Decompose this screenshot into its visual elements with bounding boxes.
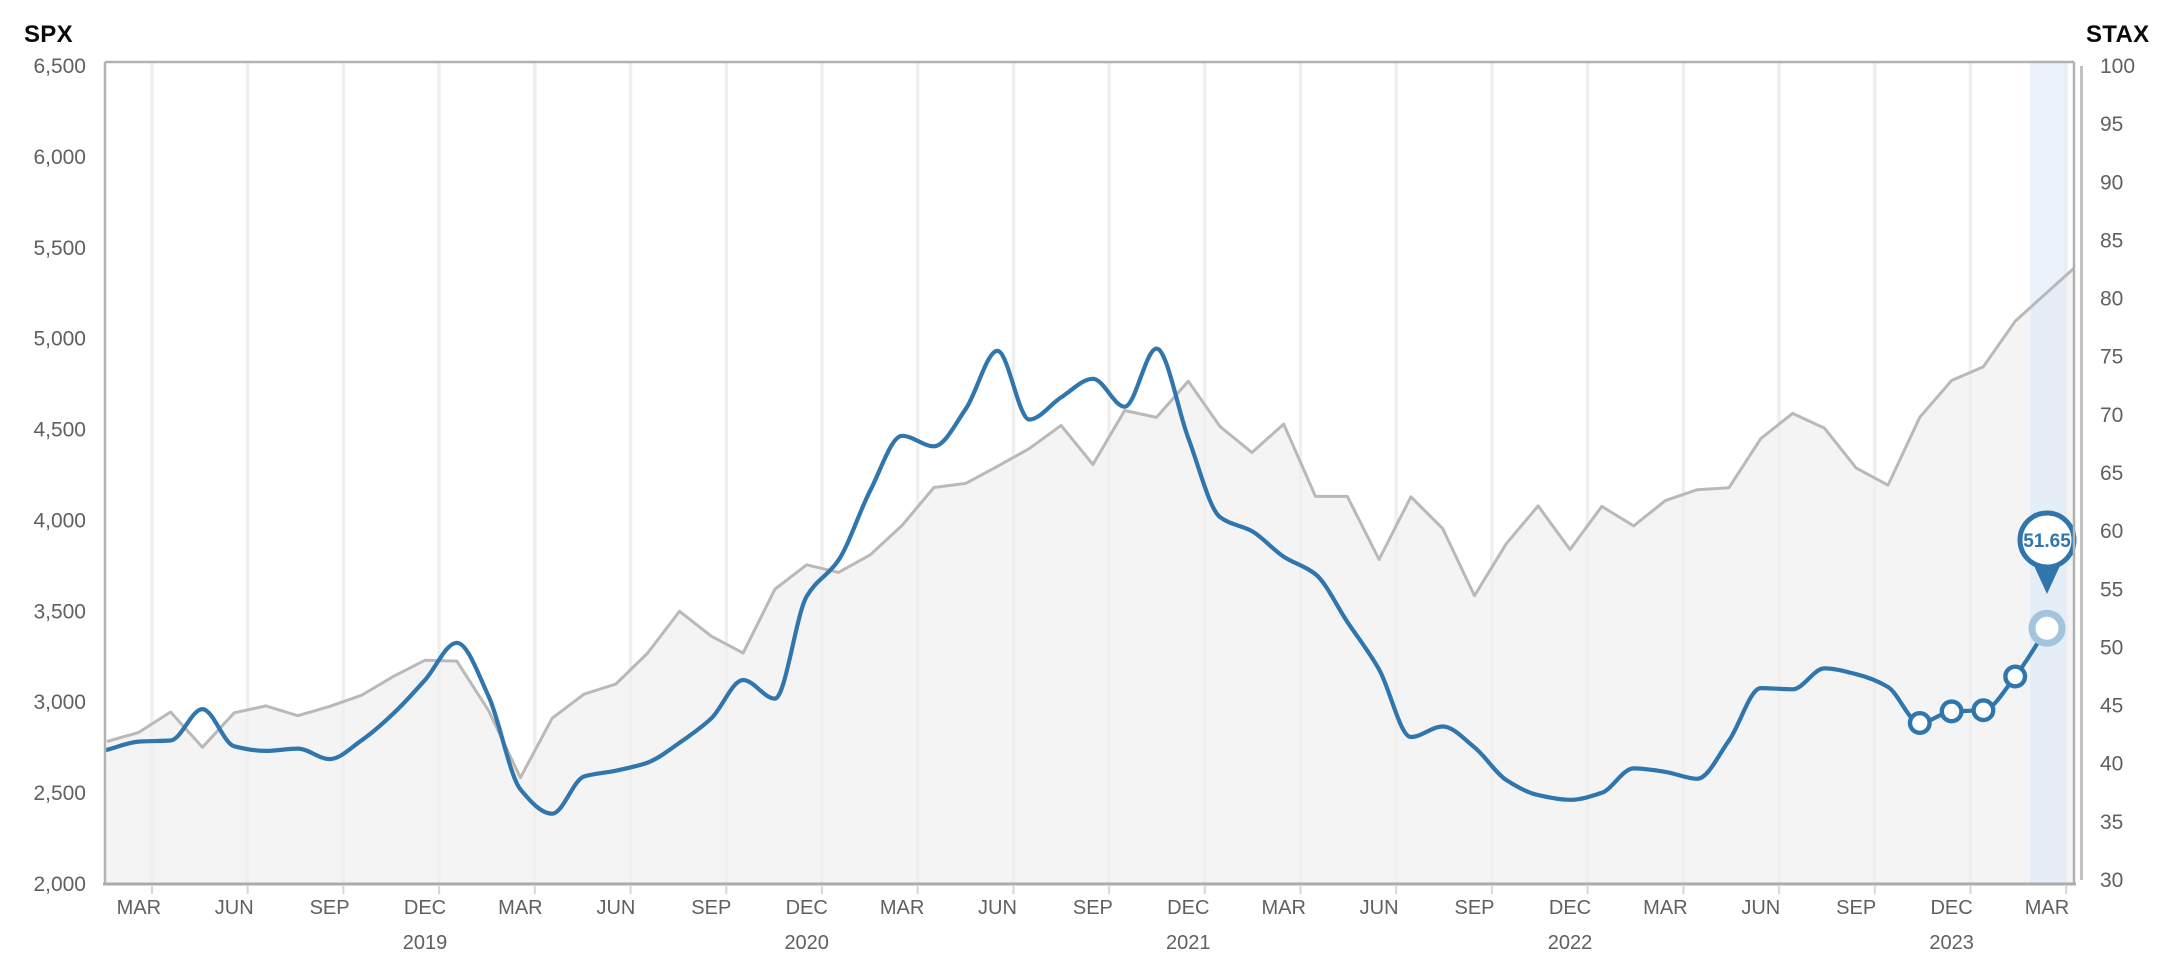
right-axis-tick-label: 90 <box>2100 171 2123 194</box>
left-axis-tick-label: 2,500 <box>33 782 86 805</box>
x-year-label: 2019 <box>403 932 448 954</box>
x-tick-label: MAR <box>498 897 542 919</box>
right-axis-tick-label: 45 <box>2100 695 2123 718</box>
left-axis-tick-label: 5,000 <box>33 328 86 351</box>
x-tick-label: DEC <box>786 897 828 919</box>
left-axis-tick-label: 3,500 <box>33 600 86 623</box>
callout-value-label: 51.65 <box>2023 531 2071 552</box>
data-point-marker[interactable] <box>1971 698 1996 723</box>
left-axis-tick-label: 4,500 <box>33 419 86 442</box>
left-axis-tick-label: 5,500 <box>33 237 86 260</box>
x-year-label: 2023 <box>1929 932 1974 954</box>
right-axis-tick-label: 60 <box>2100 520 2123 543</box>
x-tick-label: MAR <box>1261 897 1305 919</box>
left-axis-tick-label: 3,000 <box>33 691 86 714</box>
left-axis-tick-label: 6,500 <box>33 55 86 78</box>
right-axis-tick-label: 85 <box>2100 229 2123 252</box>
spx-area-fill <box>105 268 2074 885</box>
x-tick-label: MAR <box>1643 897 1687 919</box>
data-point-marker[interactable] <box>2003 664 2028 689</box>
right-axis-title: STAX <box>2086 21 2150 48</box>
right-axis-tick-label: 40 <box>2100 753 2123 776</box>
right-axis-tick-label: 50 <box>2100 636 2123 659</box>
x-tick-label: SEP <box>310 897 350 919</box>
right-axis-tick-label: 80 <box>2100 288 2123 311</box>
value-callout-pin: 51.65 <box>2017 510 2077 594</box>
x-tick-label: SEP <box>691 897 731 919</box>
x-tick-label: MAR <box>880 897 924 919</box>
recent-highlight-band <box>2030 63 2066 883</box>
x-year-label: 2021 <box>1166 932 1211 954</box>
left-axis-tick-label: 2,000 <box>33 873 86 896</box>
x-tick-label: JUN <box>1741 897 1780 919</box>
x-tick-label: JUN <box>978 897 1017 919</box>
x-year-label: 2020 <box>784 932 829 954</box>
x-tick-label: DEC <box>1549 897 1591 919</box>
right-axis-tick-label: 95 <box>2100 113 2123 136</box>
right-axis-tick-label: 70 <box>2100 404 2123 427</box>
x-tick-label: JUN <box>596 897 635 919</box>
x-tick-label: SEP <box>1454 897 1494 919</box>
right-axis-tick-label: 65 <box>2100 462 2123 485</box>
x-tick-label: DEC <box>1930 897 1972 919</box>
x-tick-label: SEP <box>1836 897 1876 919</box>
spx-line[interactable] <box>106 266 2076 780</box>
x-year-label: 2022 <box>1548 932 1593 954</box>
x-tick-label: MAR <box>117 897 161 919</box>
right-axis-tick-label: 35 <box>2100 811 2123 834</box>
x-tick-label: DEC <box>1167 897 1209 919</box>
right-axis-tick-label: 55 <box>2100 578 2123 601</box>
right-axis-tick-label: 30 <box>2100 869 2123 892</box>
latest-point-marker[interactable] <box>2028 609 2066 647</box>
left-axis-tick-label: 4,000 <box>33 509 86 532</box>
x-tick-label: DEC <box>404 897 446 919</box>
data-point-marker[interactable] <box>1939 699 1964 724</box>
right-axis-tick-label: 75 <box>2100 346 2123 369</box>
x-tick-label: JUN <box>215 897 254 919</box>
right-axis-tick-label: 100 <box>2100 55 2135 78</box>
stax-line[interactable] <box>104 346 2050 816</box>
x-tick-label: MAR <box>2025 897 2069 919</box>
left-axis-tick-label: 6,000 <box>33 146 86 169</box>
left-axis-title: SPX <box>24 21 73 48</box>
data-point-marker[interactable] <box>1907 711 1932 736</box>
x-tick-label: SEP <box>1073 897 1113 919</box>
x-tick-label: JUN <box>1360 897 1399 919</box>
